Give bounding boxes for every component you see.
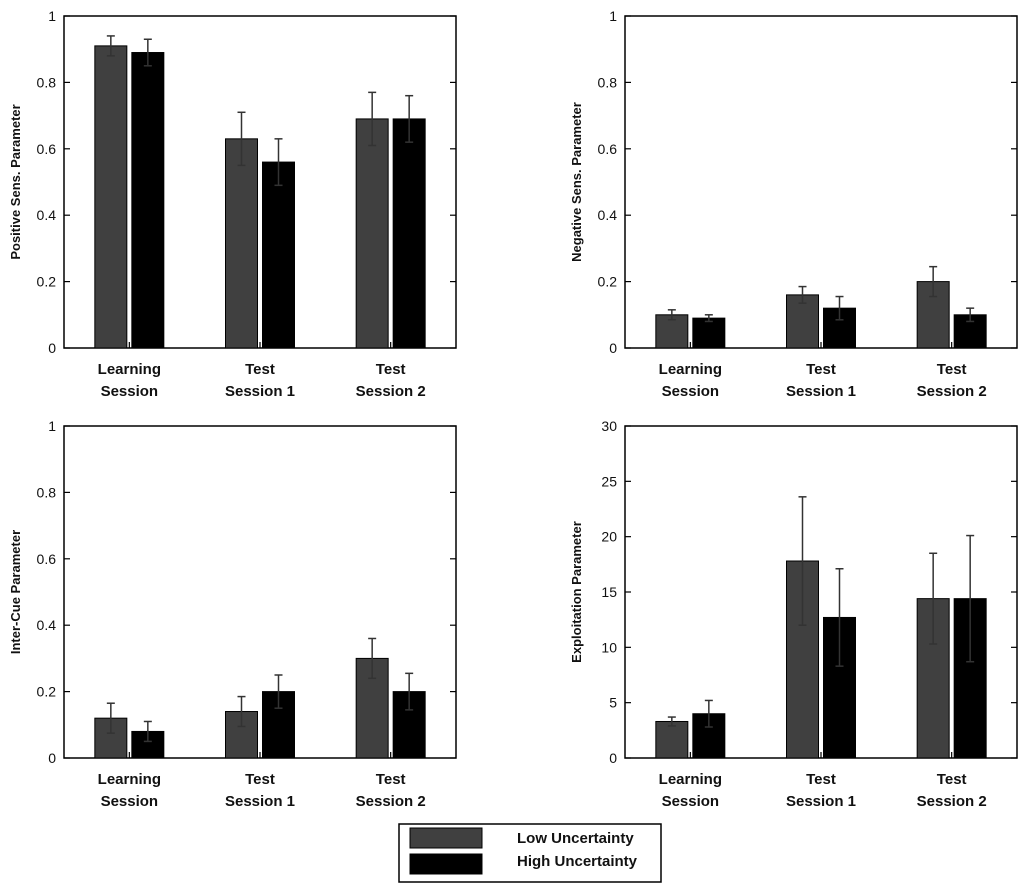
x-tick-label: Test: [937, 771, 967, 788]
chart-panel-2: 0 0.2 0.4 0.6 0.8 1 Negative Sens. Parameter Le…: [569, 8, 1018, 400]
plot-frame: [624, 15, 1018, 349]
y-tick-label: 0.2: [37, 684, 57, 700]
chart-panel-1: 0 0.2 0.4 0.6 0.8 1 Positive Sens. Parameter Le…: [8, 8, 457, 400]
x-tick-label: Learning: [98, 771, 161, 788]
y-tick-label: 5: [609, 695, 617, 711]
x-tick-label: Session 2: [356, 383, 426, 400]
y-tick-label: 30: [601, 418, 617, 434]
y-tick-label: 0: [609, 340, 617, 356]
chart-panel-3: 0 0.2 0.4 0.6 0.8 1 Inter-Cue Parameter Learnin…: [8, 418, 457, 810]
y-tick-label: 1: [48, 418, 56, 434]
x-tick-label: Test: [937, 361, 967, 378]
y-axis-title: Exploitation Parameter: [569, 521, 584, 663]
chart-panels: 0 0.2 0.4 0.6 0.8 1 Positive Sens. Parameter Le…: [8, 8, 1018, 810]
legend-label-low: Low Uncertainty: [517, 830, 634, 847]
x-tick-label: Session 1: [225, 383, 295, 400]
y-tick-label: 0: [48, 340, 56, 356]
chart-panel-4: 0 5 10 15 20 25 30 Exploitation Parameter Learni…: [569, 418, 1018, 810]
y-tick-label: 0.8: [598, 74, 618, 90]
x-tick-label: Learning: [659, 361, 722, 378]
y-tick-label: 0.4: [598, 207, 618, 223]
legend-swatch-low: [409, 827, 483, 849]
y-tick-label: 0.6: [598, 141, 618, 157]
y-tick-label: 20: [601, 529, 617, 545]
legend: Low Uncertainty High Uncertainty: [398, 823, 662, 883]
bar-high: [692, 317, 726, 349]
x-tick-label: Test: [376, 361, 406, 378]
bar-high: [131, 52, 165, 349]
bar-high: [392, 118, 426, 349]
y-tick-label: 15: [601, 584, 617, 600]
x-tick-label: Session 1: [786, 383, 856, 400]
y-tick-label: 0.2: [37, 274, 57, 290]
y-tick-label: 0.4: [37, 207, 57, 223]
bar-low: [655, 720, 689, 759]
x-tick-label: Session: [101, 383, 159, 400]
y-tick-label: 10: [601, 639, 617, 655]
bar-low: [355, 118, 389, 349]
bar-low: [225, 138, 258, 349]
x-tick-label: Test: [245, 361, 275, 378]
y-tick-label: 0: [609, 750, 617, 766]
y-tick-label: 0.4: [37, 617, 57, 633]
legend-swatch-high: [409, 853, 483, 875]
y-tick-label: 0.2: [598, 274, 618, 290]
x-tick-label: Session 2: [356, 793, 426, 810]
y-tick-label: 1: [609, 8, 617, 24]
y-tick-label: 25: [601, 473, 617, 489]
y-tick-label: 0.6: [37, 551, 57, 567]
y-axis-title: Positive Sens. Parameter: [8, 104, 23, 259]
x-tick-label: Test: [806, 361, 836, 378]
y-axis-title: Negative Sens. Parameter: [569, 102, 584, 262]
y-axis-title: Inter-Cue Parameter: [8, 530, 23, 654]
y-tick-label: 0.8: [37, 484, 57, 500]
x-tick-label: Session 1: [225, 793, 295, 810]
x-tick-label: Session: [662, 793, 720, 810]
x-tick-label: Test: [245, 771, 275, 788]
x-tick-label: Session: [101, 793, 159, 810]
x-tick-label: Session 2: [917, 383, 987, 400]
x-tick-label: Learning: [98, 361, 161, 378]
bar-high: [262, 161, 295, 349]
bar-low: [94, 45, 128, 349]
y-tick-label: 0: [48, 750, 56, 766]
legend-label-high: High Uncertainty: [517, 853, 638, 870]
x-tick-label: Session 2: [917, 793, 987, 810]
x-tick-label: Test: [376, 771, 406, 788]
x-tick-label: Test: [806, 771, 836, 788]
x-tick-label: Learning: [659, 771, 722, 788]
y-tick-label: 1: [48, 8, 56, 24]
y-tick-label: 0.6: [37, 141, 57, 157]
bar-high: [953, 598, 987, 759]
x-tick-label: Session: [662, 383, 720, 400]
y-tick-label: 0.8: [37, 74, 57, 90]
x-tick-label: Session 1: [786, 793, 856, 810]
